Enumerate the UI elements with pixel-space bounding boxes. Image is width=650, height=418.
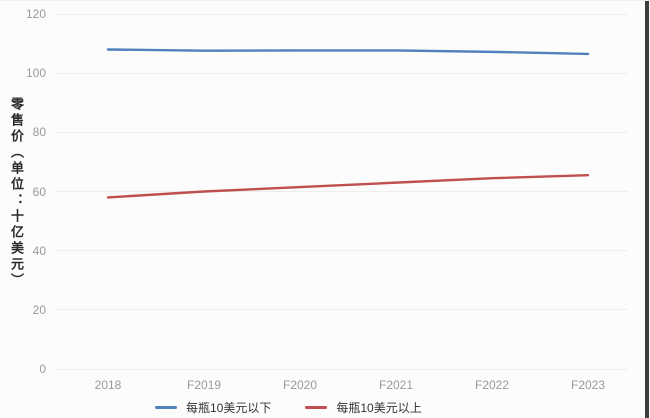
gridline <box>55 13 628 15</box>
y-tick-label: 20 <box>32 302 46 317</box>
y-axis-title: 零售价（单位：十亿美元） <box>9 97 24 289</box>
legend-item-1: 每瓶10美元以上 <box>305 399 422 416</box>
y-tick-label: 0 <box>39 362 46 376</box>
gridline <box>55 72 628 74</box>
legend-label: 每瓶10美元以上 <box>336 400 422 415</box>
y-tick-label: 100 <box>25 66 46 81</box>
x-tick-label: F2023 <box>570 378 606 392</box>
legend-item-0: 每瓶10美元以下 <box>155 399 271 416</box>
x-tick-label: F2022 <box>474 378 510 392</box>
y-tick-label: 40 <box>32 243 46 258</box>
series-line-1 <box>106 174 590 199</box>
legend-line-swatch-icon <box>155 405 177 409</box>
gridline <box>55 191 628 192</box>
x-tick-label: 2018 <box>94 378 122 392</box>
gridline <box>55 250 628 252</box>
series-line-0 <box>106 48 590 56</box>
x-tick-label: F2020 <box>282 378 318 392</box>
image-right-border <box>645 1 649 418</box>
legend-line-swatch-icon <box>305 405 328 409</box>
gridline <box>55 309 628 311</box>
gridline <box>55 131 628 133</box>
gridline <box>55 368 628 370</box>
y-tick-label: 80 <box>32 125 46 140</box>
y-tick-label: 60 <box>32 184 46 199</box>
x-tick-label: F2021 <box>378 378 414 392</box>
y-tick-label: 120 <box>25 7 46 21</box>
legend-label: 每瓶10美元以下 <box>186 400 272 415</box>
x-tick-label: F2019 <box>186 378 222 392</box>
chart-legend: 每瓶10美元以下 每瓶10美元以上 <box>155 398 422 416</box>
